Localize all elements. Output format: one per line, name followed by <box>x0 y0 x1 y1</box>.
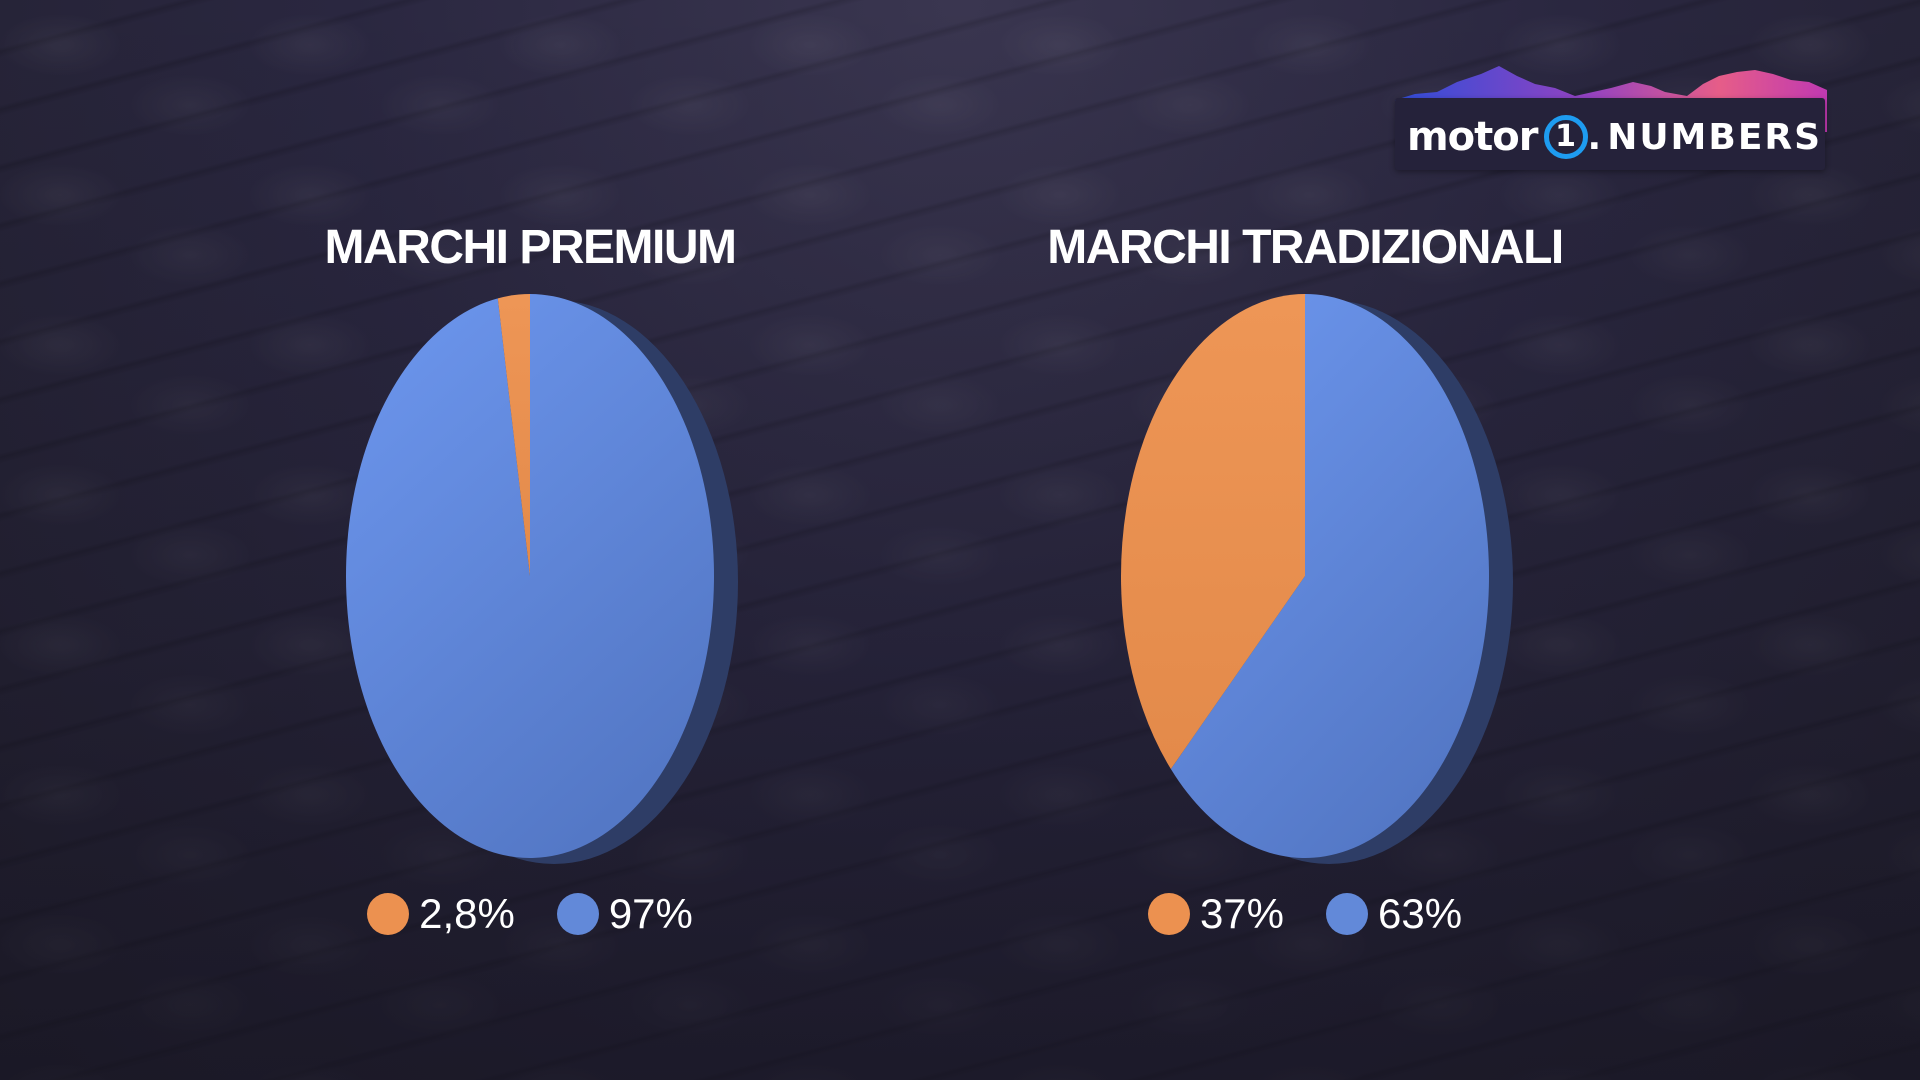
legend-label: 37% <box>1199 890 1284 937</box>
motor1-numbers-logo: motor 1 . NUMBERS <box>1395 52 1827 170</box>
legend-swatch-orange <box>1147 893 1190 935</box>
pie-slice-orange <box>1121 294 1305 770</box>
chart-title: MARCHI PREMIUM <box>324 221 737 274</box>
chart-panel-tradizionali: MARCHI TRADIZIONALI 37% 63% <box>925 0 1685 1080</box>
pie-slice-blue <box>346 294 715 859</box>
legend-swatch-orange <box>367 893 410 935</box>
logo-numbers-text: NUMBERS <box>1607 116 1823 158</box>
legend-item-orange: 2,8% <box>367 890 515 938</box>
legend-item-orange: 37% <box>1147 890 1284 938</box>
pie-slice-blue <box>1170 294 1489 858</box>
chart-title: MARCHI TRADIZIONALI <box>1047 221 1564 274</box>
logo-text: motor 1 . NUMBERS <box>1407 112 1822 162</box>
legend-label: 97% <box>608 890 693 937</box>
logo-one-badge: 1 <box>1543 115 1588 159</box>
chart-panel-premium: MARCHI PREMIUM 2,8% 97% <box>150 0 910 1080</box>
pie-chart-tradizionali <box>1121 294 1513 864</box>
logo-dot: . <box>1587 116 1602 158</box>
pie-slice-orange <box>497 294 530 576</box>
logo-card <box>1395 98 1825 170</box>
chart-legend: 37% 63% <box>925 890 1685 938</box>
legend-label: 63% <box>1378 890 1463 937</box>
chart-legend: 2,8% 97% <box>150 890 910 938</box>
pie-chart-premium <box>346 294 738 864</box>
legend-swatch-blue <box>1326 893 1368 935</box>
logo-motor-text: motor <box>1407 114 1538 160</box>
legend-item-blue: 97% <box>556 890 693 938</box>
legend-swatch-blue <box>556 893 599 935</box>
legend-item-blue: 63% <box>1326 890 1462 938</box>
legend-label: 2,8% <box>419 890 515 937</box>
